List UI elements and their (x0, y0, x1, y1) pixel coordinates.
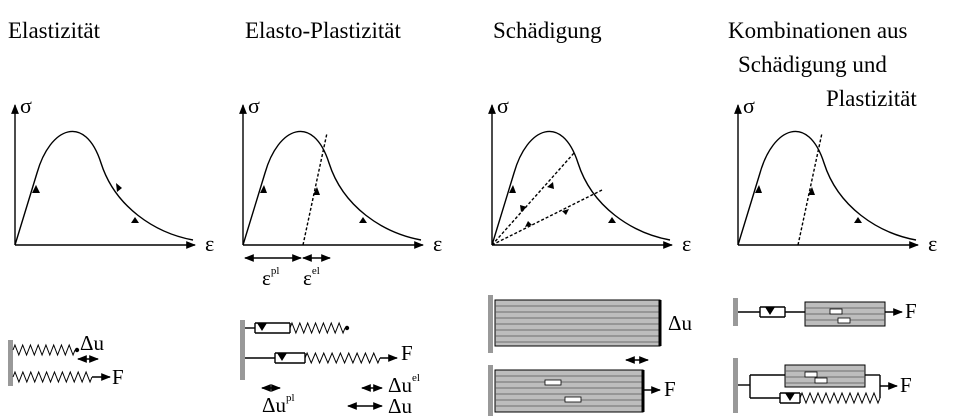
title: Schädigung (493, 18, 602, 43)
label: Δu (80, 331, 105, 355)
label: F (664, 377, 676, 401)
x-axis-label: ε (433, 231, 442, 256)
void (829, 308, 843, 315)
spring (289, 321, 346, 335)
graph: σε (488, 93, 691, 256)
wall (240, 320, 245, 380)
x-axis-label: ε (682, 231, 691, 256)
arrowhead (359, 217, 367, 223)
wall (488, 365, 493, 416)
label-base: Δu (388, 394, 413, 416)
unload-line (797, 132, 823, 246)
label: Δu (388, 394, 413, 416)
label: εpl (262, 265, 279, 290)
label-sup: el (412, 372, 420, 384)
arrowhead (755, 185, 762, 193)
spring (304, 351, 381, 365)
label-sup: el (312, 265, 320, 277)
label-sup: pl (286, 392, 295, 404)
label: F (900, 373, 912, 397)
graph: σε (734, 93, 937, 256)
label-sup: pl (271, 265, 280, 277)
label-base: Δu (668, 311, 693, 335)
label: F (112, 365, 124, 389)
label-base: Δu (388, 373, 413, 397)
unload-line (302, 132, 328, 246)
friction (257, 323, 267, 331)
label-base: F (664, 377, 676, 401)
x-axis-label: ε (928, 231, 937, 256)
label: εel (303, 265, 320, 290)
label-base: F (401, 341, 413, 365)
wall (733, 358, 738, 413)
void (837, 317, 851, 324)
label-base: Δu (262, 393, 287, 416)
arrowhead (260, 185, 267, 193)
label: Δupl (262, 392, 295, 416)
wall (488, 295, 493, 353)
friction (277, 353, 287, 361)
wall (8, 340, 13, 386)
title: Schädigung und (738, 52, 887, 77)
void (544, 379, 562, 386)
damage-block (784, 364, 866, 388)
label: Δu (668, 311, 693, 335)
friction (765, 307, 775, 315)
label: F (401, 341, 413, 365)
y-axis-label: σ (497, 93, 509, 118)
dot (344, 325, 350, 331)
label: F (905, 299, 917, 323)
unload-line (491, 152, 603, 246)
arrowhead (33, 185, 40, 193)
title: Elasto-Plastizität (245, 18, 401, 43)
label-base: F (112, 365, 124, 389)
void (564, 396, 582, 403)
stress-strain-curve (737, 130, 917, 246)
damage-block (494, 369, 644, 413)
spring (799, 391, 881, 405)
label-base: Δu (80, 331, 105, 355)
label: Δuel (388, 372, 420, 397)
arrowhead (313, 187, 320, 195)
arrowhead (608, 217, 616, 223)
dot (74, 347, 80, 353)
spring (12, 370, 93, 384)
label-base: ε (303, 266, 312, 290)
graph: σε (11, 93, 214, 256)
wall (733, 298, 738, 326)
title: Plastizität (826, 86, 917, 111)
arrowhead (808, 187, 815, 195)
stress-strain-curve (14, 130, 194, 246)
arrowhead (116, 183, 122, 192)
arrowhead (131, 217, 139, 223)
label-base: F (900, 373, 912, 397)
y-axis-label: σ (20, 93, 32, 118)
graph: σε (239, 93, 442, 256)
y-axis-label: σ (248, 93, 260, 118)
title: Kombinationen aus (728, 18, 908, 43)
label-base: ε (262, 266, 271, 290)
spring (12, 343, 76, 357)
arrowhead (520, 182, 569, 227)
x-axis-label: ε (205, 231, 214, 256)
void (814, 377, 828, 384)
label-base: F (905, 299, 917, 323)
stress-strain-curve (242, 130, 422, 246)
arrowhead (854, 217, 862, 223)
y-axis-label: σ (743, 93, 755, 118)
friction (785, 393, 795, 401)
void (804, 371, 818, 378)
stress-strain-curve (491, 130, 671, 246)
arrowhead (509, 185, 516, 193)
damage-block (494, 299, 661, 347)
title: Elastizität (8, 18, 101, 43)
